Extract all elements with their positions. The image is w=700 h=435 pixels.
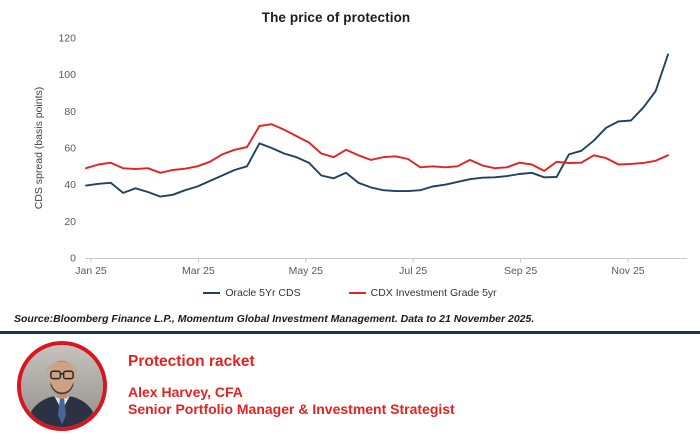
- author-footer: [0, 334, 700, 435]
- article-title: Protection racket: [128, 353, 255, 370]
- portrait-image: [21, 345, 103, 427]
- author-photo: [17, 341, 107, 431]
- chart-legend: Oracle 5Yr CDS CDX Investment Grade 5yr: [0, 287, 700, 299]
- svg-text:Jul 25: Jul 25: [399, 265, 427, 277]
- svg-text:100: 100: [58, 69, 76, 81]
- tie: [57, 398, 67, 425]
- source-note: Source:Bloomberg Finance L.P., Momentum …: [14, 313, 535, 325]
- legend-label-cdx: CDX Investment Grade 5yr: [370, 287, 497, 299]
- legend-label-oracle: Oracle 5Yr CDS: [225, 287, 301, 299]
- svg-text:0: 0: [70, 253, 76, 265]
- svg-text:Nov 25: Nov 25: [611, 265, 644, 277]
- face: [48, 360, 76, 393]
- separator-line: [0, 331, 700, 334]
- oracle-line-swatch: [203, 291, 221, 295]
- legend-item-cdx: CDX Investment Grade 5yr: [348, 287, 497, 299]
- svg-text:CDS spread (basis points): CDS spread (basis points): [33, 87, 45, 210]
- svg-text:May 25: May 25: [289, 265, 324, 277]
- author-role: Senior Portfolio Manager & Investment St…: [128, 401, 455, 417]
- svg-text:40: 40: [64, 179, 76, 191]
- chart-title: The price of protection: [261, 10, 411, 25]
- glasses-left-lens: [50, 370, 62, 380]
- cds-line-chart: 0 20 40 60 80 100 120 CDS spread (basis points)…: [33, 33, 687, 277]
- cdx-line-swatch: [348, 291, 366, 295]
- svg-text:Mar 25: Mar 25: [182, 265, 215, 277]
- beard: [50, 381, 74, 395]
- legend-item-oracle: Oracle 5Yr CDS: [203, 287, 301, 299]
- svg-text:60: 60: [64, 143, 76, 155]
- svg-text:20: 20: [64, 216, 76, 228]
- svg-text:80: 80: [64, 106, 76, 118]
- author-name: Alex Harvey, CFA: [128, 384, 243, 400]
- glasses-right-lens: [62, 370, 74, 380]
- svg-text:120: 120: [58, 33, 76, 45]
- svg-text:Sep 25: Sep 25: [504, 265, 537, 277]
- svg-text:Jan 25: Jan 25: [75, 265, 107, 277]
